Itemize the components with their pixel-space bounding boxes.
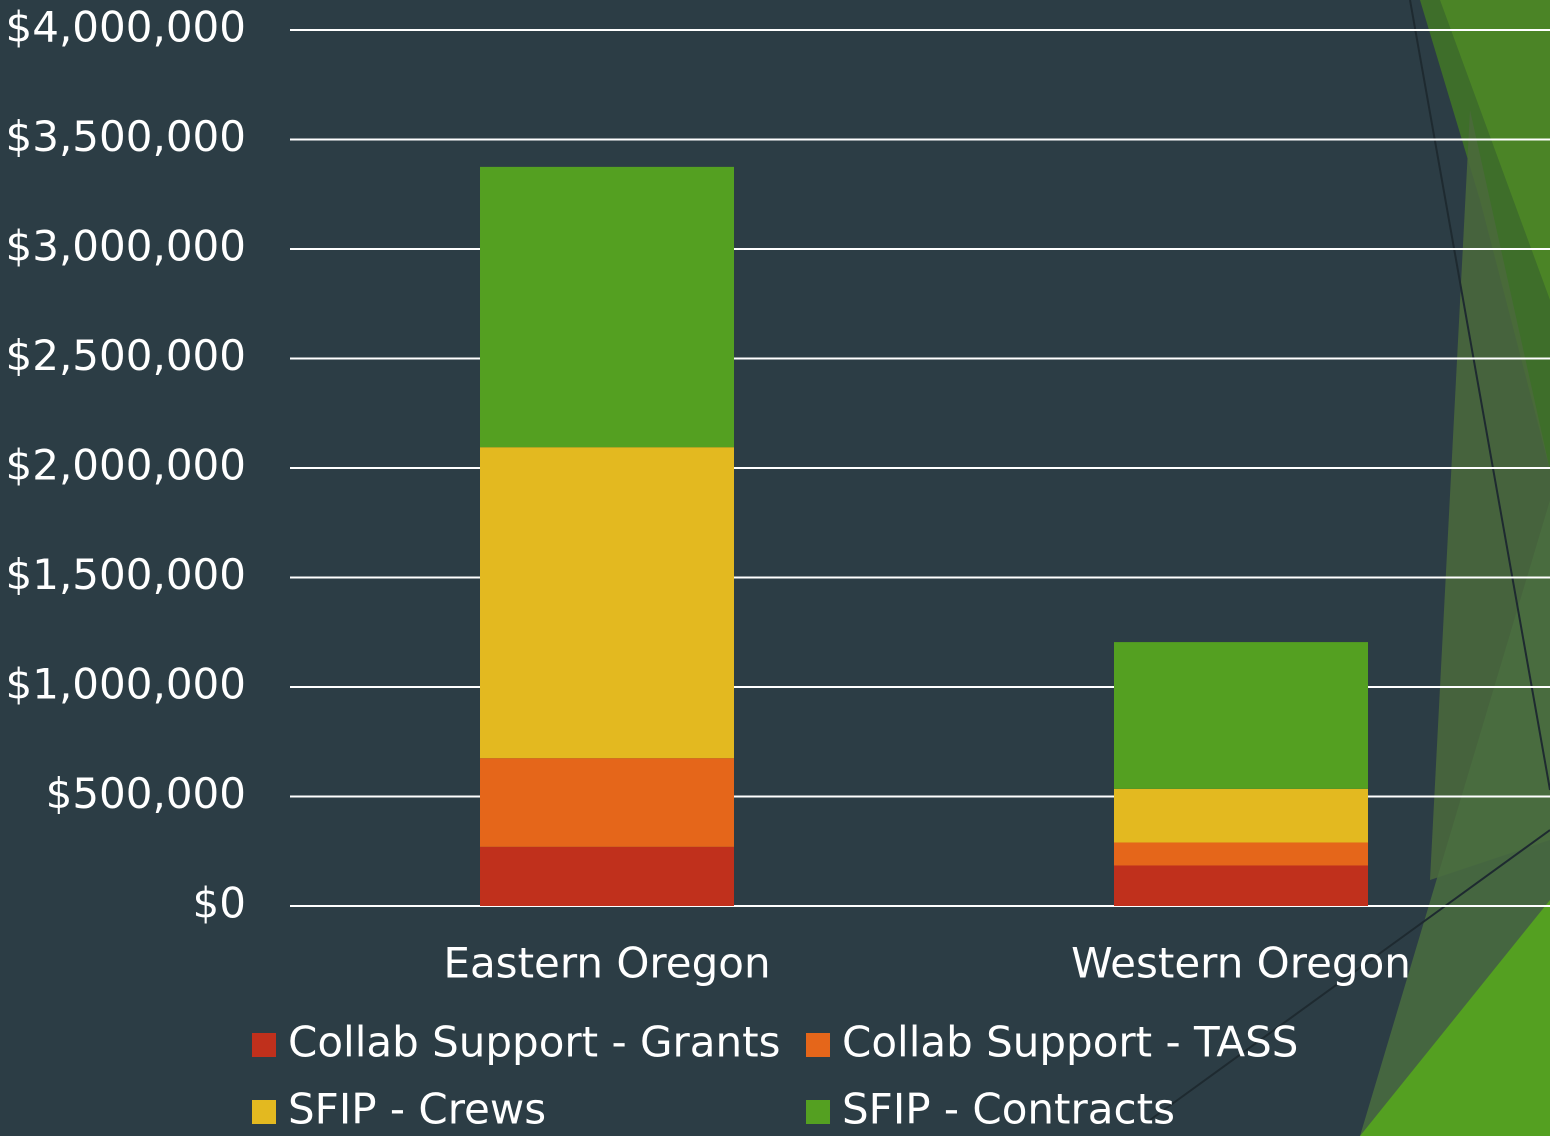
bar-segment [1114, 865, 1368, 906]
bar-segment [480, 167, 734, 447]
y-tick-label: $4,000,000 [6, 3, 246, 52]
y-tick-label: $3,000,000 [6, 222, 246, 271]
legend-swatch [252, 1033, 276, 1057]
x-tick-label: Western Oregon [1071, 939, 1411, 988]
legend-swatch [806, 1033, 830, 1057]
chart: $0 $500,000 $1,000,000 $1,500,000 $2,000,000… [0, 0, 1550, 1136]
y-tick-label: $2,500,000 [6, 331, 246, 380]
y-tick-label: $0 [193, 879, 246, 928]
x-tick-label: Eastern Oregon [443, 939, 770, 988]
legend-swatch [252, 1100, 276, 1124]
page: $0 $500,000 $1,000,000 $1,500,000 $2,000,000… [0, 0, 1550, 1136]
bar-segment [1114, 789, 1368, 843]
bar-segment [1114, 642, 1368, 789]
legend-label: SFIP - Contracts [842, 1085, 1175, 1134]
legend-label: Collab Support - TASS [842, 1018, 1298, 1067]
legend-swatch [806, 1100, 830, 1124]
bar-segment [480, 758, 734, 847]
y-tick-label: $3,500,000 [6, 112, 246, 161]
bar-segment [1114, 842, 1368, 865]
legend-label: Collab Support - Grants [288, 1018, 781, 1067]
y-tick-label: $2,000,000 [6, 441, 246, 490]
legend-label: SFIP - Crews [288, 1085, 546, 1134]
bar-segment [480, 847, 734, 906]
y-tick-label: $500,000 [46, 769, 246, 818]
y-tick-label: $1,500,000 [6, 550, 246, 599]
y-tick-label: $1,000,000 [6, 660, 246, 709]
bar-segment [480, 447, 734, 758]
